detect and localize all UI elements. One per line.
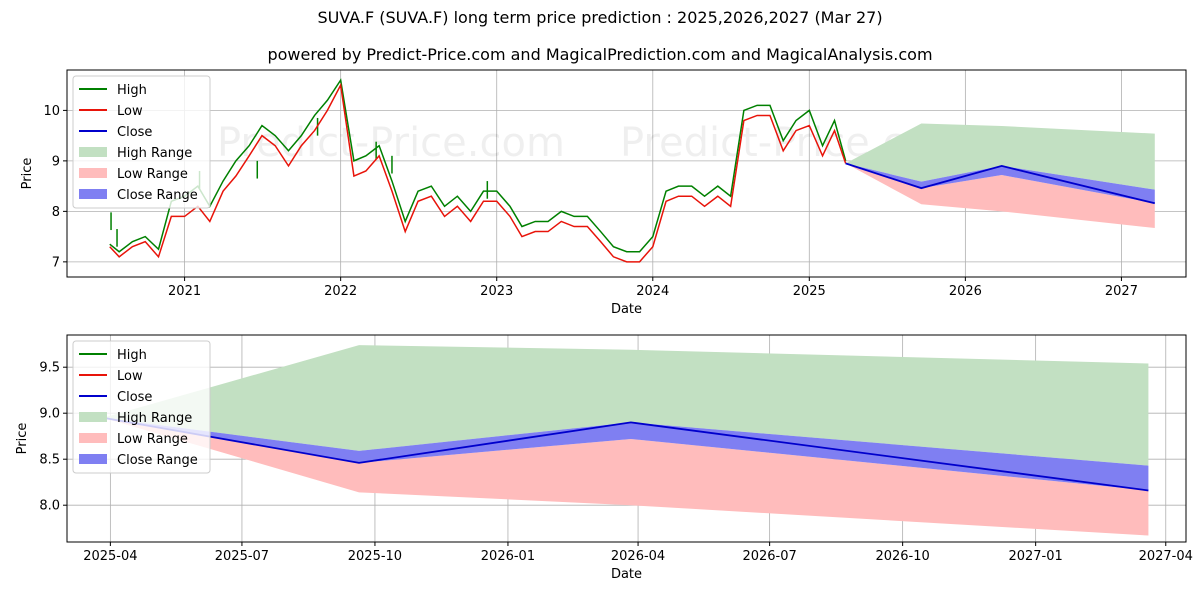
y-tick-label: 8 <box>52 205 60 220</box>
legend-box <box>72 340 211 474</box>
legend-key <box>79 189 107 199</box>
legend: High Low Close High Range Low Range Close Ran… <box>72 75 211 209</box>
bottom-chart-panel: Predict-Price.comPredict-Price.com2025-0… <box>15 334 1193 582</box>
x-tick-label: 2025-10 <box>348 549 402 564</box>
x-axis-label: Date <box>611 567 642 582</box>
high-range-area <box>845 123 1155 190</box>
legend-label: High Range <box>117 411 192 426</box>
legend-key <box>79 147 107 157</box>
legend-label: High <box>117 83 147 98</box>
legend-label: Low <box>117 369 143 384</box>
x-tick-label: 2026 <box>949 284 982 299</box>
legend-label: Low Range <box>117 432 188 447</box>
legend-label: High <box>117 348 147 363</box>
close-line <box>102 416 1149 492</box>
chart-subtitle: powered by Predict-Price.com and Magical… <box>267 45 933 64</box>
y-tick-label: 9.0 <box>39 407 60 422</box>
axes-frame <box>66 69 1187 278</box>
low-range-area <box>845 163 1155 229</box>
y-tick-label: 10 <box>43 104 60 119</box>
legend-label: High Range <box>117 146 192 161</box>
x-tick-label: 2021 <box>168 284 201 299</box>
close-line <box>845 162 1155 205</box>
legend-label: Close <box>117 390 152 405</box>
legend-label: Close Range <box>117 188 198 203</box>
legend-label: Close <box>117 125 152 140</box>
x-tick-label: 2027-04 <box>1139 549 1193 564</box>
x-axis-label: Date <box>611 302 642 317</box>
x-tick-label: 2025-04 <box>83 549 137 564</box>
high-line <box>109 78 847 253</box>
x-tick-label: 2027-01 <box>1008 549 1062 564</box>
low-line <box>109 82 847 263</box>
legend-label: Low Range <box>117 167 188 182</box>
x-tick-label: 2025-07 <box>215 549 269 564</box>
axes-frame <box>66 334 1187 543</box>
legend: High Low Close High Range Low Range Close Ran… <box>72 340 211 474</box>
plot-layer <box>109 78 1155 263</box>
y-axis-label: Price <box>15 423 30 455</box>
x-tick-label: 2026-10 <box>875 549 929 564</box>
x-tick-label: 2026-01 <box>481 549 535 564</box>
legend-label: Close Range <box>117 453 198 468</box>
x-tick-label: 2026-04 <box>611 549 665 564</box>
y-tick-label: 8.0 <box>39 499 60 514</box>
x-tick-label: 2026-07 <box>742 549 796 564</box>
y-tick-label: 8.5 <box>39 453 60 468</box>
legend-key <box>79 168 107 178</box>
legend-key <box>79 433 107 443</box>
y-tick-label: 7 <box>52 255 60 270</box>
x-tick-label: 2023 <box>480 284 513 299</box>
y-axis-label: Price <box>20 158 35 190</box>
chart-title: SUVA.F (SUVA.F) long term price predicti… <box>317 8 883 27</box>
x-tick-label: 2022 <box>324 284 357 299</box>
watermark: Predict-Price.com <box>217 120 565 166</box>
y-tick-label: 9 <box>52 154 60 169</box>
x-tick-label: 2024 <box>636 284 669 299</box>
x-tick-label: 2027 <box>1105 284 1138 299</box>
legend-key <box>79 412 107 422</box>
legend-key <box>79 454 107 464</box>
legend-label: Low <box>117 104 143 119</box>
x-tick-label: 2025 <box>793 284 826 299</box>
legend-box <box>72 75 211 209</box>
high-range-area <box>103 345 1149 466</box>
plot-layer <box>102 345 1149 536</box>
y-tick-label: 9.5 <box>39 361 60 376</box>
low-range-area <box>103 417 1149 536</box>
